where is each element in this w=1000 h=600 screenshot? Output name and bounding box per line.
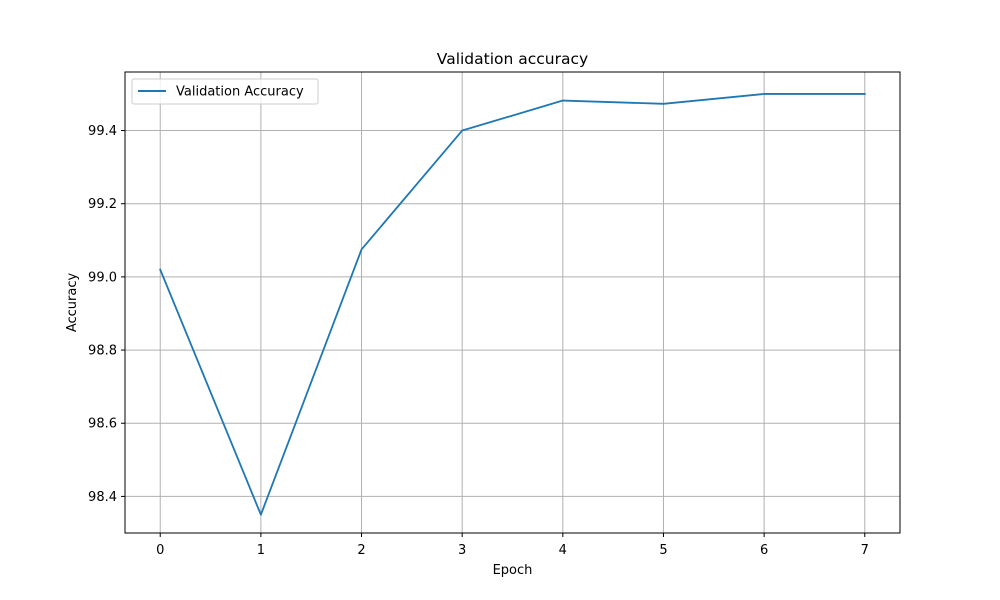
legend-box <box>131 78 319 105</box>
x-tick-label: 5 <box>659 543 667 558</box>
series-layer <box>159 93 866 516</box>
x-tick-label: 2 <box>357 543 365 558</box>
x-tick-label: 6 <box>760 543 768 558</box>
y-tick-label: 99.2 <box>88 197 117 212</box>
y-axis-label: Accuracy <box>65 273 80 333</box>
legend: Validation Accuracy <box>131 78 319 105</box>
validation-accuracy-line <box>159 93 866 516</box>
y-tick-label: 99.0 <box>88 270 117 285</box>
plot-background <box>125 72 900 533</box>
y-tick-label: 98.6 <box>88 417 117 432</box>
plot-frame <box>124 71 901 534</box>
x-tick-label: 7 <box>861 543 869 558</box>
y-tick-label: 99.4 <box>88 124 117 139</box>
chart-title: Validation accuracy <box>437 50 588 68</box>
x-tick-label: 0 <box>156 543 164 558</box>
x-tick-label: 3 <box>458 543 466 558</box>
grid-lines <box>125 72 900 533</box>
legend-label: Validation Accuracy <box>176 85 304 100</box>
x-axis-label: Epoch <box>493 563 533 578</box>
y-tick-label: 98.8 <box>88 344 117 359</box>
y-tick-label: 98.4 <box>88 490 117 505</box>
x-tick-label: 4 <box>559 543 567 558</box>
axis-ticks: 0 1 2 3 4 5 6 7 98.4 98.6 98.8 99.0 99.2 99.4 <box>88 124 869 558</box>
x-tick-label: 1 <box>257 543 265 558</box>
